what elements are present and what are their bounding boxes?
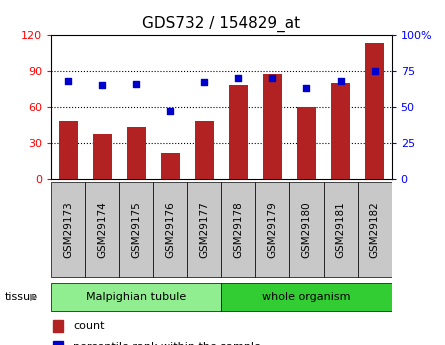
Text: GSM29177: GSM29177 xyxy=(199,201,209,258)
Point xyxy=(201,80,208,85)
Bar xyxy=(255,183,290,277)
Bar xyxy=(195,121,214,179)
Bar xyxy=(119,183,153,277)
Point xyxy=(303,85,310,91)
Bar xyxy=(161,153,180,179)
Title: GDS732 / 154829_at: GDS732 / 154829_at xyxy=(142,16,300,32)
Text: GSM29176: GSM29176 xyxy=(166,201,175,258)
Bar xyxy=(51,283,222,310)
Bar xyxy=(222,183,255,277)
Point xyxy=(99,82,106,88)
Point xyxy=(269,75,276,81)
Bar xyxy=(297,107,316,179)
Text: GSM29175: GSM29175 xyxy=(131,201,141,258)
Bar xyxy=(324,183,358,277)
Text: GSM29174: GSM29174 xyxy=(97,201,107,258)
Text: GSM29173: GSM29173 xyxy=(63,201,73,258)
Bar xyxy=(53,320,63,332)
Bar xyxy=(331,83,350,179)
Bar xyxy=(365,43,384,179)
Point xyxy=(337,78,344,83)
Text: Malpighian tubule: Malpighian tubule xyxy=(86,292,186,302)
Point xyxy=(235,75,242,81)
Point xyxy=(371,68,378,73)
Text: GSM29182: GSM29182 xyxy=(370,201,380,258)
Text: GSM29178: GSM29178 xyxy=(234,201,243,258)
Text: GSM29180: GSM29180 xyxy=(302,201,312,258)
Point xyxy=(133,81,140,87)
Bar xyxy=(229,85,248,179)
Bar xyxy=(358,183,392,277)
Bar xyxy=(187,183,222,277)
Bar xyxy=(85,183,119,277)
Point xyxy=(167,109,174,114)
Bar xyxy=(127,128,146,179)
Bar xyxy=(93,134,112,179)
Text: count: count xyxy=(73,321,105,331)
Bar xyxy=(53,341,63,345)
Bar xyxy=(59,121,77,179)
Bar xyxy=(153,183,187,277)
Bar xyxy=(222,283,392,310)
Bar xyxy=(51,183,85,277)
Text: whole organism: whole organism xyxy=(262,292,351,302)
Bar xyxy=(263,75,282,179)
Bar xyxy=(290,183,324,277)
Text: tissue: tissue xyxy=(4,292,37,302)
Point xyxy=(65,78,72,83)
Text: ▶: ▶ xyxy=(30,292,38,302)
Text: GSM29181: GSM29181 xyxy=(336,201,345,258)
Text: percentile rank within the sample: percentile rank within the sample xyxy=(73,342,261,345)
Text: GSM29179: GSM29179 xyxy=(267,201,277,258)
